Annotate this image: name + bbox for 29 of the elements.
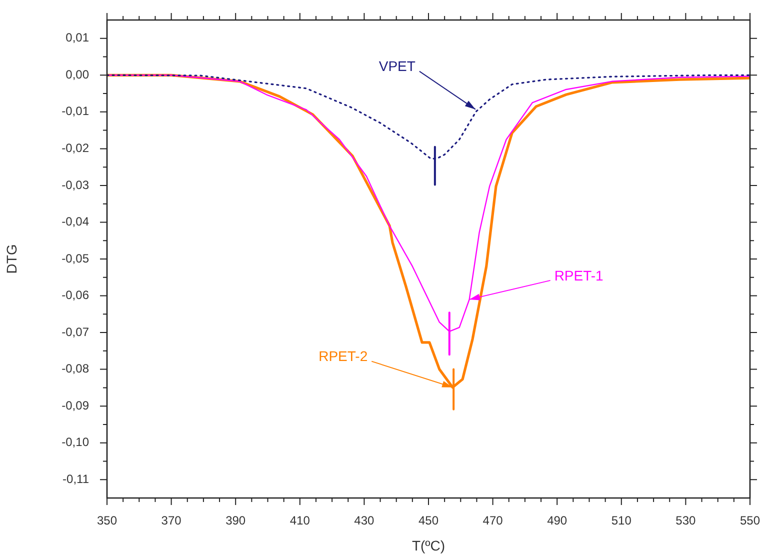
y-tick-label: -0,03 <box>62 178 90 192</box>
x-tick-label: 490 <box>547 514 568 528</box>
x-tick-label: 350 <box>96 514 118 528</box>
y-tick-label: -0,11 <box>62 472 90 486</box>
x-tick-label: 370 <box>161 514 182 528</box>
y-tick-label: -0,08 <box>62 362 90 376</box>
y-tick-label: -0,09 <box>62 398 90 412</box>
x-axis-title: T(ºC) <box>412 537 446 554</box>
y-tick-label: -0,05 <box>62 251 90 266</box>
x-tick-label: 410 <box>290 514 310 528</box>
x-tick-label: 550 <box>740 514 760 528</box>
x-tick-label: 470 <box>482 514 504 528</box>
annotation: RPET-1 <box>554 267 604 284</box>
y-tick-label: -0,06 <box>62 288 90 302</box>
y-tick-label: -0,10 <box>62 435 90 450</box>
annotation: VPET <box>378 58 416 74</box>
y-tick-label: 0,01 <box>66 30 90 45</box>
x-tick-label: 530 <box>676 514 696 528</box>
y-tick-label: -0,01 <box>62 104 90 118</box>
x-tick-label: 430 <box>354 514 375 528</box>
y-tick-label: -0,04 <box>62 214 90 229</box>
y-tick-label: -0,02 <box>62 141 90 156</box>
annotation: RPET-2 <box>318 348 368 364</box>
x-tick-label: 510 <box>611 514 632 528</box>
y-tick-label: 0,00 <box>66 67 90 82</box>
x-tick-label: 450 <box>418 514 439 528</box>
y-axis-title: DTG <box>3 244 20 274</box>
x-tick-label: 390 <box>226 514 246 528</box>
y-tick-label: -0,07 <box>62 324 90 339</box>
